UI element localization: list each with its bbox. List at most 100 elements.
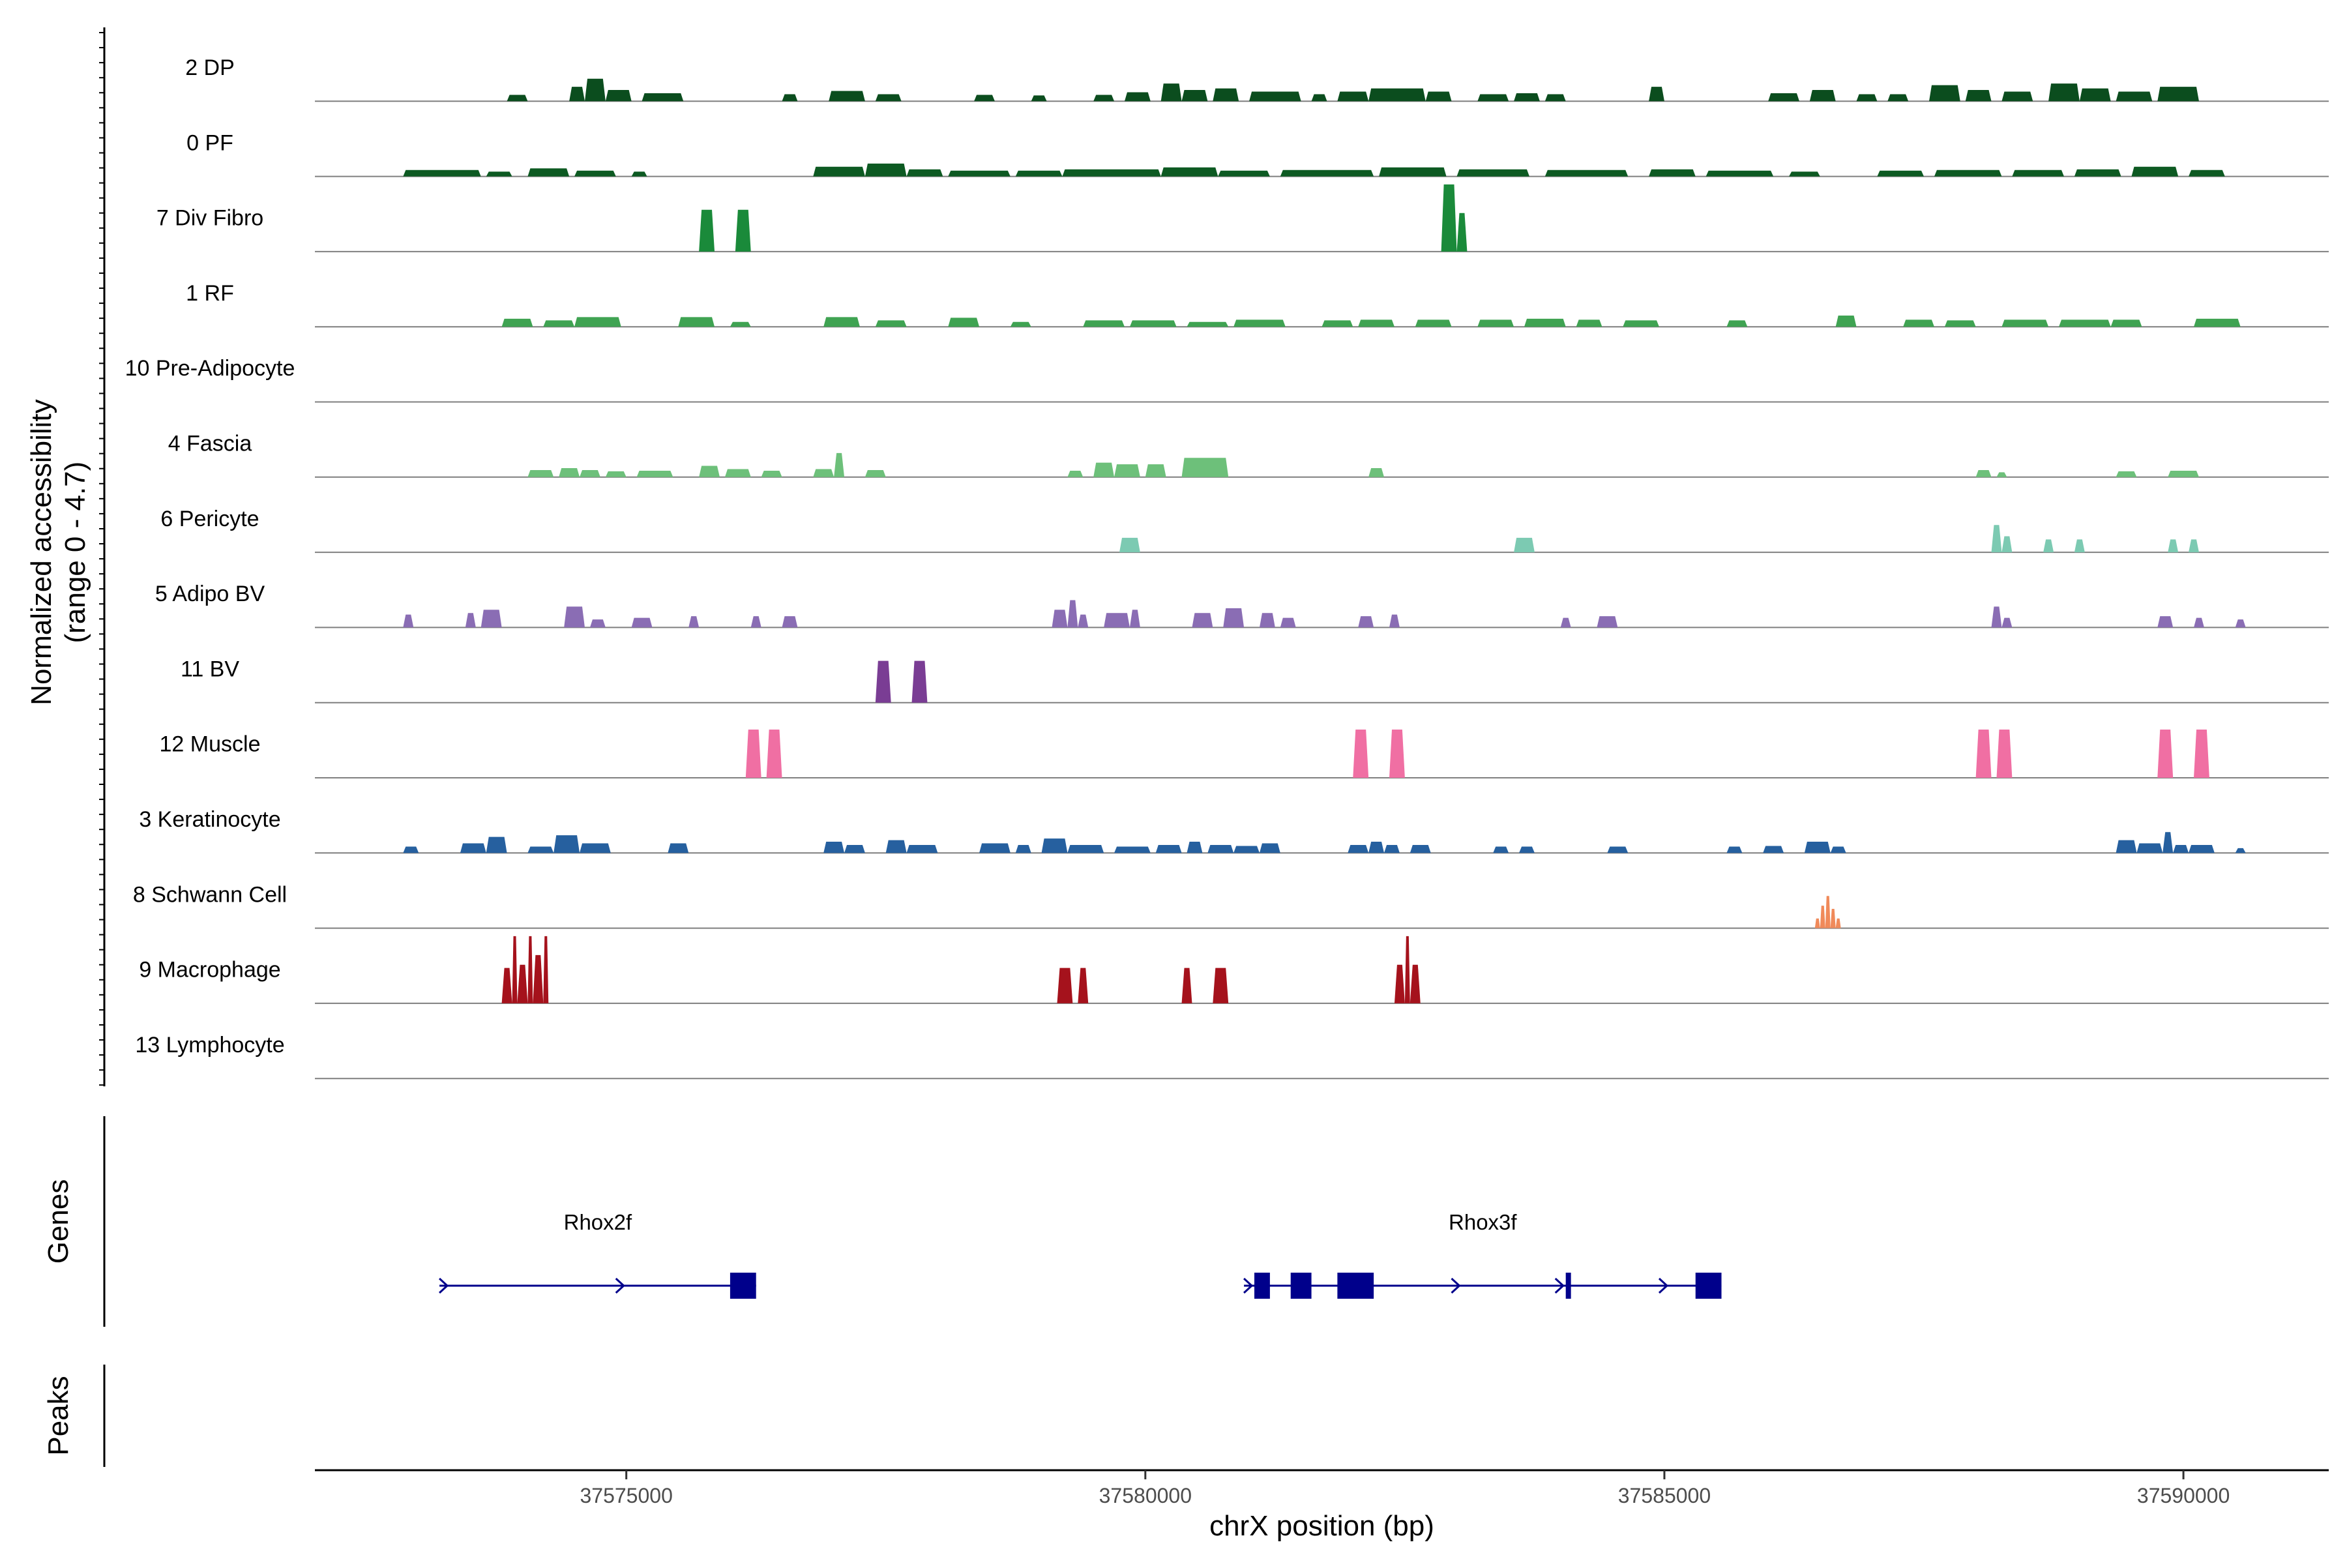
coverage-peak bbox=[1404, 936, 1410, 1003]
coverage-peak bbox=[823, 317, 860, 327]
coverage-peak bbox=[564, 606, 585, 628]
coverage-peak bbox=[1856, 94, 1878, 102]
track-label: 4 Fascia bbox=[168, 432, 252, 456]
coverage-peak bbox=[948, 318, 980, 327]
coverage-peak bbox=[1934, 170, 2002, 177]
coverage-peak bbox=[1280, 170, 1374, 177]
coverage-peak bbox=[2189, 539, 2199, 553]
coverage-peak bbox=[1129, 610, 1140, 628]
coverage-peak bbox=[1560, 617, 1571, 628]
coverage-peak bbox=[906, 844, 938, 853]
coverage-peak bbox=[574, 317, 621, 327]
coverage-peak bbox=[584, 78, 606, 102]
coverage-peak bbox=[885, 840, 907, 853]
strand-arrow bbox=[615, 1277, 625, 1294]
strand-arrow bbox=[1243, 1277, 1254, 1294]
y-axis-range: (range 0 - 4.7) bbox=[59, 462, 91, 643]
coverage-peak bbox=[1493, 846, 1509, 853]
coverage-peak bbox=[2136, 843, 2163, 853]
coverage-peak bbox=[1804, 842, 1831, 853]
coverage-peak bbox=[1062, 169, 1161, 177]
coverage-peak bbox=[1944, 320, 1976, 327]
coverage-peak bbox=[1830, 846, 1846, 853]
coverage-peak bbox=[2194, 318, 2241, 327]
coverage-peak bbox=[2043, 539, 2054, 553]
coverage-peak bbox=[1067, 600, 1078, 628]
track-label: 2 DP bbox=[185, 55, 235, 80]
coverage-peak bbox=[1726, 846, 1743, 853]
coverage-peak bbox=[2110, 319, 2142, 327]
coverage-peak bbox=[1835, 315, 1857, 327]
coverage-peak bbox=[1415, 319, 1452, 327]
coverage-peak bbox=[688, 616, 700, 628]
gene-exon bbox=[1565, 1273, 1571, 1299]
coverage-peak bbox=[1218, 170, 1270, 177]
coverage-peak bbox=[1015, 844, 1031, 853]
coverage-peak bbox=[580, 469, 600, 477]
coverage-peak bbox=[1477, 94, 1509, 102]
track-label: 13 Lymphocyte bbox=[135, 1033, 284, 1058]
track-label: 9 Macrophage bbox=[139, 958, 280, 983]
coverage-peak bbox=[527, 168, 570, 177]
track-label: 12 Muscle bbox=[160, 732, 261, 757]
coverage-peak bbox=[1249, 91, 1301, 102]
coverage-peak bbox=[460, 843, 486, 853]
coverage-peak bbox=[1104, 613, 1130, 628]
coverage-peak bbox=[1763, 846, 1784, 853]
x-tick-label: 37585000 bbox=[1618, 1484, 1711, 1507]
coverage-peak bbox=[1093, 462, 1115, 477]
coverage-peak bbox=[2001, 617, 2013, 628]
track-label: 0 PF bbox=[186, 130, 233, 155]
coverage-peak bbox=[1213, 968, 1229, 1003]
coverage-peak bbox=[813, 469, 834, 477]
coverage-peak bbox=[2116, 471, 2137, 477]
coverage-peak bbox=[465, 613, 476, 628]
coverage-peak bbox=[2116, 840, 2137, 853]
coverage-peak bbox=[2194, 617, 2204, 628]
coverage-peak bbox=[1353, 730, 1369, 778]
coverage-peak bbox=[1820, 906, 1825, 928]
coverage-peak bbox=[911, 660, 928, 703]
coverage-peak bbox=[605, 90, 632, 102]
coverage-peak bbox=[2173, 844, 2189, 853]
coverage-peak bbox=[1187, 321, 1229, 327]
coverage-peak bbox=[1280, 617, 1296, 628]
coverage-peak bbox=[1145, 464, 1166, 477]
coverage-peak bbox=[480, 610, 502, 628]
coverage-peak bbox=[974, 95, 995, 102]
coverage-peak bbox=[2059, 319, 2111, 327]
coverage-peak bbox=[1114, 464, 1140, 477]
coverage-peak bbox=[1348, 844, 1369, 853]
coverage-peak bbox=[1726, 320, 1748, 327]
coverage-peak bbox=[1544, 170, 1629, 177]
coverage-peak bbox=[782, 616, 798, 628]
coverage-peak bbox=[2001, 91, 2033, 102]
coverage-peak bbox=[1187, 842, 1203, 853]
x-tick-label: 37575000 bbox=[580, 1484, 672, 1507]
coverage-peak bbox=[906, 169, 943, 177]
coverage-peak bbox=[1928, 85, 1960, 102]
coverage-peak bbox=[1768, 93, 1799, 102]
coverage-peak bbox=[1379, 167, 1447, 177]
coverage-peak bbox=[1259, 843, 1280, 853]
coverage-peak bbox=[1394, 964, 1405, 1003]
coverage-peak bbox=[589, 619, 606, 628]
coverage-peak bbox=[864, 469, 886, 477]
coverage-peak bbox=[699, 209, 715, 252]
coverage-peak bbox=[1389, 730, 1405, 778]
coverage-peak bbox=[1576, 319, 1602, 327]
coverage-peak bbox=[2157, 87, 2199, 102]
coverage-peak bbox=[559, 467, 580, 477]
coverage-peak bbox=[1321, 320, 1353, 327]
track-label: 7 Div Fibro bbox=[156, 206, 263, 231]
coverage-peak bbox=[1514, 537, 1535, 553]
coverage-peak bbox=[1991, 525, 2002, 553]
coverage-peak bbox=[1835, 918, 1841, 928]
coverage-peak bbox=[1705, 170, 1774, 177]
coverage-peak bbox=[1519, 846, 1535, 853]
coverage-peak bbox=[2131, 166, 2179, 177]
coverage-peak bbox=[1965, 90, 1992, 102]
gene-exon bbox=[1695, 1273, 1722, 1299]
coverage-peak bbox=[829, 91, 865, 102]
